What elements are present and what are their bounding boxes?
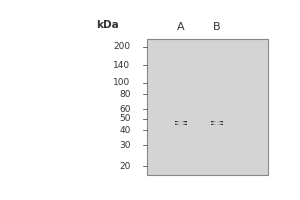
- Text: 200: 200: [113, 42, 130, 51]
- Text: 50: 50: [119, 114, 130, 123]
- Text: 80: 80: [119, 90, 130, 99]
- Text: 40: 40: [119, 126, 130, 135]
- Text: 140: 140: [113, 61, 130, 70]
- Text: 20: 20: [119, 162, 130, 171]
- Text: 60: 60: [119, 105, 130, 114]
- Text: 100: 100: [113, 78, 130, 87]
- Text: kDa: kDa: [96, 20, 118, 30]
- Text: 30: 30: [119, 141, 130, 150]
- Text: A: A: [177, 22, 184, 32]
- Bar: [147, 39, 268, 175]
- Text: B: B: [213, 22, 221, 32]
